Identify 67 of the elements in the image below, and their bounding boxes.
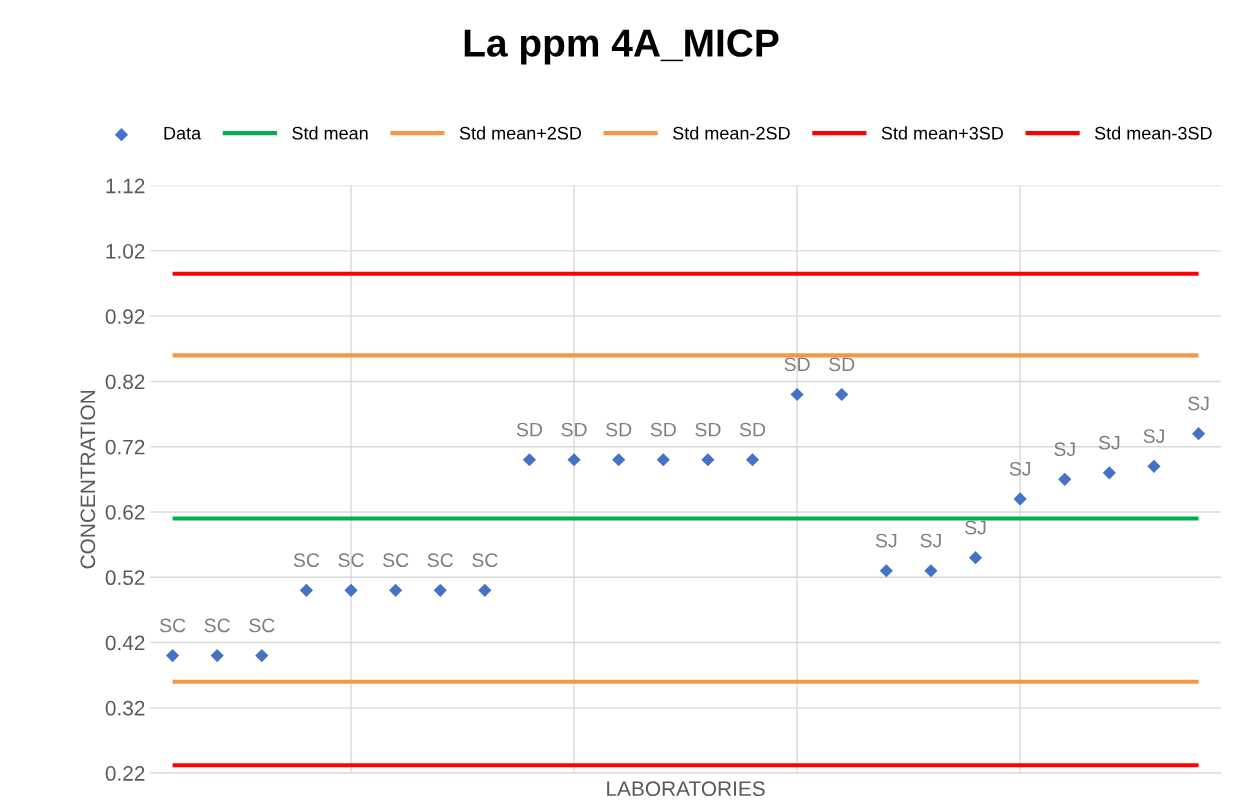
point bbox=[389, 583, 403, 597]
data-label: SJ bbox=[1009, 461, 1031, 476]
point bbox=[344, 583, 358, 597]
point bbox=[790, 387, 804, 402]
y-axis-title: CONCENTRATION bbox=[80, 390, 96, 569]
data-label: SJ bbox=[920, 533, 941, 548]
data-label: SD bbox=[829, 357, 855, 372]
data-label: SC bbox=[472, 553, 498, 568]
legend-label: Std mean-2SD bbox=[673, 126, 790, 140]
point bbox=[968, 551, 983, 565]
point bbox=[1191, 427, 1206, 441]
point bbox=[701, 453, 715, 467]
point bbox=[1058, 472, 1072, 486]
point bbox=[745, 453, 760, 467]
point bbox=[924, 564, 938, 578]
point bbox=[835, 387, 849, 402]
data-label: SJ bbox=[1188, 396, 1209, 411]
legend-label: Data bbox=[164, 126, 202, 140]
data-label: SJ bbox=[875, 533, 897, 548]
data-label: SC bbox=[293, 553, 320, 568]
point bbox=[210, 649, 224, 663]
data-label: SJ bbox=[965, 520, 986, 535]
data-label: SD bbox=[695, 422, 721, 437]
y-tick-label: 1.12 bbox=[106, 178, 145, 194]
data-label: SD bbox=[606, 422, 632, 437]
y-tick-label: 0.52 bbox=[105, 570, 145, 586]
data-label: SC bbox=[159, 618, 186, 633]
legend-label: Std mean+3SD bbox=[881, 126, 1003, 140]
data-label: SJ bbox=[1143, 429, 1164, 444]
y-tick-label: 0.62 bbox=[105, 505, 145, 520]
y-tick-label: 0.42 bbox=[105, 635, 145, 651]
point bbox=[433, 583, 447, 597]
data-label: SC bbox=[338, 553, 364, 568]
data-label: SD bbox=[561, 422, 587, 437]
data-label: SJ bbox=[1098, 435, 1120, 450]
point bbox=[478, 583, 492, 597]
data-label: SC bbox=[383, 553, 409, 568]
y-tick-label: 0.82 bbox=[105, 374, 145, 390]
point bbox=[1102, 466, 1116, 480]
data-label: SD bbox=[516, 422, 543, 437]
data-label: SC bbox=[249, 618, 275, 633]
data-label: SC bbox=[427, 553, 453, 568]
point bbox=[656, 453, 670, 467]
chart-title: La ppm 4A_MICP bbox=[464, 29, 779, 65]
point bbox=[299, 583, 313, 597]
y-tick-label: 0.32 bbox=[105, 700, 145, 716]
legend-label: Std mean+2SD bbox=[459, 126, 582, 140]
x-axis-title: LABORATORIES bbox=[607, 781, 765, 797]
y-tick-label: 0.22 bbox=[105, 766, 145, 781]
point bbox=[522, 453, 537, 467]
point bbox=[1013, 492, 1027, 506]
legend-label: Std mean bbox=[292, 126, 368, 140]
point bbox=[1147, 459, 1161, 473]
data-label: SD bbox=[739, 422, 766, 437]
point bbox=[612, 453, 626, 467]
data-label: SD bbox=[784, 357, 810, 372]
data-label: SC bbox=[204, 618, 230, 633]
y-tick-label: 1.02 bbox=[106, 243, 145, 259]
y-tick-label: 0.92 bbox=[105, 309, 145, 324]
data-label: SD bbox=[650, 422, 676, 437]
data-label: SJ bbox=[1054, 442, 1075, 457]
point bbox=[166, 649, 180, 663]
legend-label: Std mean-3SD bbox=[1094, 126, 1212, 140]
point bbox=[567, 453, 581, 467]
point bbox=[255, 649, 269, 663]
y-tick-label: 0.72 bbox=[105, 439, 145, 455]
point bbox=[879, 564, 893, 578]
